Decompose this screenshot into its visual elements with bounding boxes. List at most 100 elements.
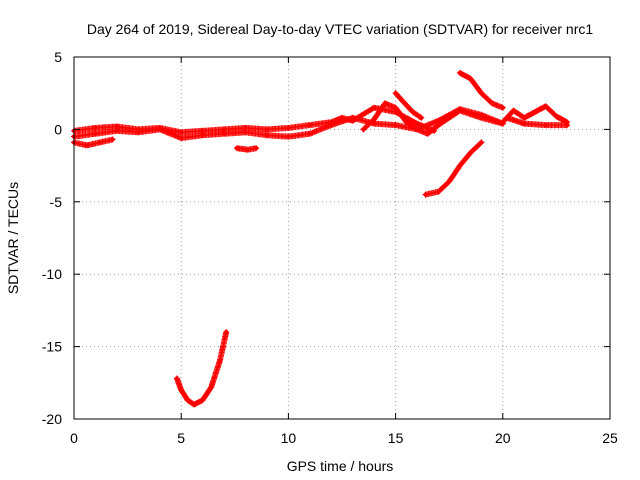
data-point — [136, 130, 141, 135]
data-point — [174, 376, 180, 381]
data-point — [419, 115, 424, 121]
data-point — [243, 125, 248, 131]
data-point — [436, 122, 441, 128]
data-point — [209, 384, 214, 390]
x-tick-label: 10 — [281, 430, 297, 446]
x-axis-label: GPS time / hours — [287, 458, 394, 474]
data-point — [543, 104, 548, 109]
x-tick-label: 15 — [388, 430, 404, 446]
data-point — [436, 189, 441, 194]
data-point — [93, 131, 98, 136]
data-point — [264, 127, 270, 132]
chart-title: Day 264 of 2019, Sidereal Day-to-day VTE… — [87, 21, 593, 37]
x-tick-label: 25 — [602, 430, 618, 446]
grid — [74, 57, 610, 419]
data-point — [350, 115, 355, 121]
data-track — [456, 69, 506, 111]
data-point — [404, 120, 409, 125]
data-point — [191, 402, 197, 407]
data-point — [307, 131, 312, 136]
data-track — [422, 139, 485, 198]
data-point — [264, 133, 270, 138]
data-point — [200, 133, 205, 138]
data-point — [221, 127, 227, 132]
data-point — [522, 121, 527, 126]
data-point — [399, 98, 405, 103]
data-point — [511, 108, 516, 113]
data-point — [307, 122, 312, 128]
y-tick-label: -5 — [50, 194, 63, 210]
data-point — [504, 115, 510, 121]
data-point — [286, 134, 291, 139]
data-point — [114, 124, 120, 129]
data-track — [360, 100, 506, 137]
data-point — [447, 179, 452, 184]
data-point — [372, 105, 377, 110]
y-tick-label: 5 — [54, 49, 62, 65]
data-point — [425, 131, 430, 136]
data-point — [479, 91, 484, 96]
y-tick-labels: 5 0 -5 -10 -15 -20 — [42, 49, 62, 427]
data-point — [382, 101, 388, 106]
x-tick-label: 0 — [70, 430, 78, 446]
data-point — [543, 122, 548, 128]
y-tick-label: 0 — [54, 121, 62, 137]
data-point — [423, 192, 428, 197]
data-point — [522, 115, 527, 121]
x-tick-label: 5 — [177, 430, 185, 446]
data-point — [254, 146, 259, 151]
data-point — [221, 131, 227, 136]
data-track — [173, 329, 230, 408]
data-point — [361, 127, 366, 132]
data-point — [372, 117, 377, 122]
data-series — [71, 69, 571, 408]
data-point — [93, 125, 98, 131]
data-point — [468, 76, 473, 81]
data-point — [393, 122, 398, 128]
x-tick-label: 20 — [495, 430, 511, 446]
data-point — [179, 135, 184, 141]
data-point — [286, 125, 291, 131]
data-point — [97, 140, 102, 145]
plot-frame — [73, 56, 611, 420]
data-point — [200, 398, 205, 403]
tick-marks — [73, 56, 611, 420]
data-point — [329, 122, 334, 128]
data-point — [414, 127, 420, 132]
data-point — [500, 120, 505, 125]
data-point — [554, 114, 559, 119]
data-point — [410, 109, 415, 115]
data-point — [179, 130, 184, 135]
data-point — [532, 109, 538, 115]
data-point — [84, 143, 90, 148]
data-point — [393, 105, 398, 110]
data-point — [457, 70, 463, 76]
data-point — [457, 163, 463, 168]
x-tick-labels: 0 5 10 15 20 25 — [70, 430, 618, 446]
data-point — [479, 115, 484, 121]
data-point — [179, 387, 184, 393]
data-point — [393, 91, 398, 96]
data-point — [479, 140, 484, 145]
y-tick-label: -10 — [42, 266, 62, 282]
data-point — [114, 128, 120, 133]
data-point — [489, 101, 495, 106]
y-tick-label: -15 — [42, 339, 62, 355]
data-point — [157, 127, 162, 132]
data-point — [185, 398, 190, 403]
y-tick-label: -20 — [42, 411, 62, 427]
data-point — [200, 128, 205, 133]
data-point — [414, 121, 420, 126]
data-point — [217, 358, 222, 364]
data-point — [243, 130, 248, 135]
data-point — [224, 329, 229, 335]
data-track — [71, 136, 116, 149]
data-point — [234, 146, 240, 151]
data-point — [245, 147, 250, 152]
y-axis-label: SDTVAR / TECUs — [5, 182, 21, 294]
data-point — [457, 108, 463, 113]
data-point — [468, 150, 473, 155]
data-point — [110, 137, 115, 142]
data-track — [499, 103, 571, 126]
